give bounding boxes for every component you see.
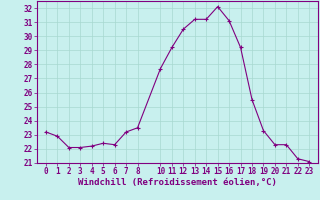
X-axis label: Windchill (Refroidissement éolien,°C): Windchill (Refroidissement éolien,°C) — [78, 178, 277, 187]
